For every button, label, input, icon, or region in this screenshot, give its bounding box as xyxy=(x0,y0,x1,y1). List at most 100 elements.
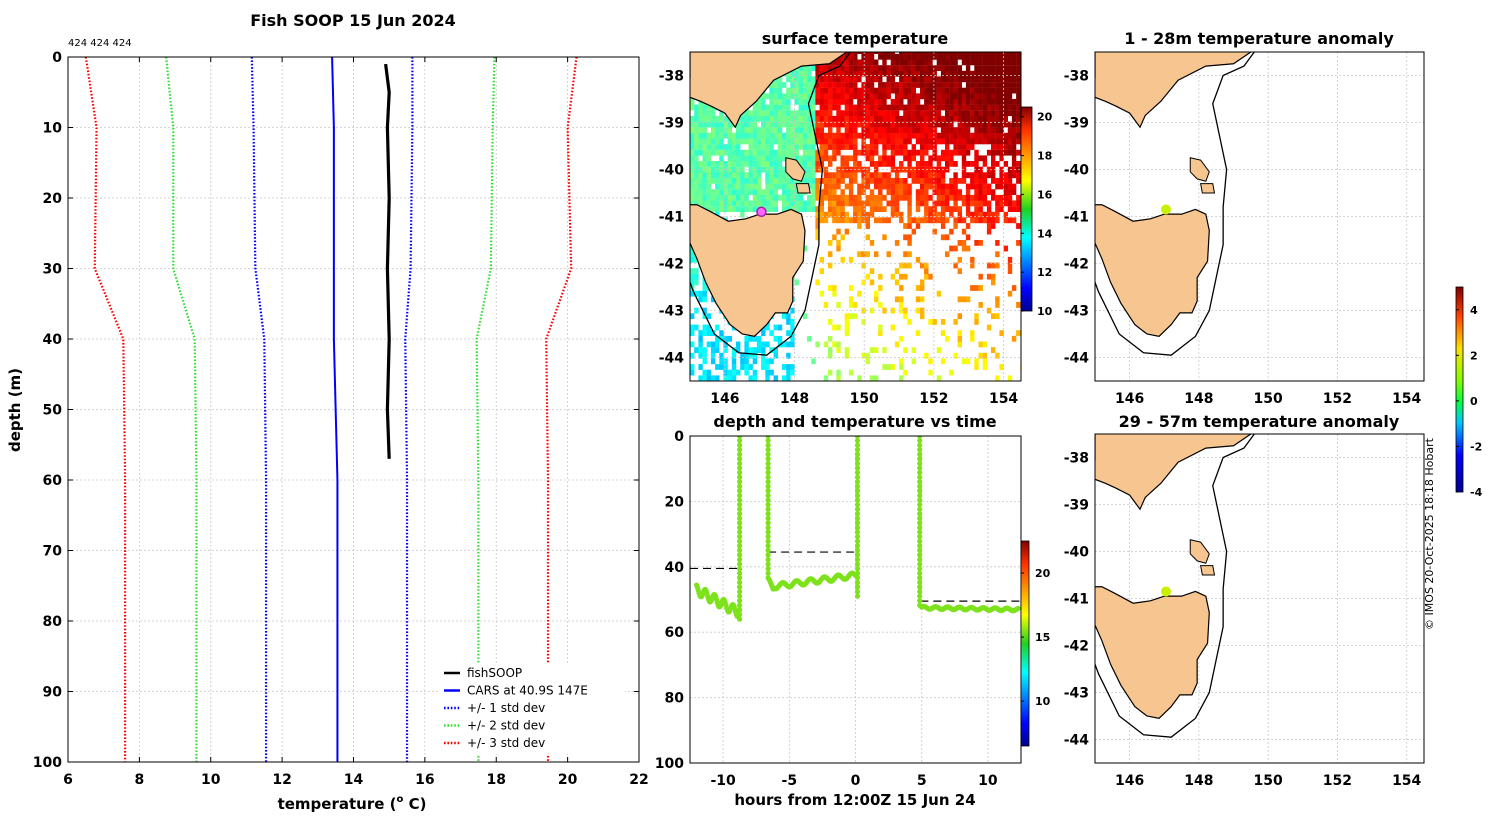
sst-pixel xyxy=(861,279,866,286)
sst-pixel xyxy=(911,172,916,179)
sst-pixel xyxy=(1007,93,1013,100)
sst-pixel xyxy=(894,127,900,133)
sst-pixel xyxy=(961,132,967,139)
sst-pixel xyxy=(823,155,829,162)
sst-pixel xyxy=(815,194,820,201)
sst-pixel xyxy=(782,194,787,201)
sst-pixel xyxy=(899,144,904,150)
sst-pixel xyxy=(894,59,900,66)
sst-pixel xyxy=(869,144,875,150)
depth-time-point xyxy=(854,511,861,517)
sst-pixel xyxy=(1007,53,1013,60)
sst-pixel xyxy=(894,110,900,117)
sst-pixel xyxy=(848,65,854,71)
sst-pixel xyxy=(907,110,912,117)
sst-pixel xyxy=(890,324,896,331)
sst-pixel xyxy=(765,155,770,162)
sst-pixel xyxy=(1007,70,1013,77)
sst-pixel xyxy=(857,149,862,156)
sst-pixel xyxy=(961,104,967,111)
sst-pixel xyxy=(848,93,854,100)
sst-pixel xyxy=(915,82,921,88)
sst-pixel xyxy=(715,115,720,122)
sst-pixel xyxy=(736,200,741,207)
sst-pixel xyxy=(957,132,962,139)
sst-pixel xyxy=(945,183,950,190)
sst-pixel xyxy=(857,87,862,94)
sst-pixel xyxy=(874,65,879,71)
sst-pixel xyxy=(924,178,929,184)
sst-pixel xyxy=(744,335,749,342)
anomaly-shallow-panel: 1 - 28m temperature anomaly 146 148 150 152… xyxy=(1064,29,1425,407)
sst-pixel xyxy=(999,76,1004,83)
sst-pixel xyxy=(995,262,1000,269)
y-tick-label: 60 xyxy=(665,625,685,641)
depth-time-point xyxy=(765,488,771,494)
sst-pixel xyxy=(790,127,795,133)
sst-pixel xyxy=(761,127,766,133)
sst-pixel xyxy=(865,251,870,258)
sst-pixel xyxy=(928,53,933,60)
depth-time-point xyxy=(854,566,861,572)
sst-pixel xyxy=(802,138,808,145)
sst-pixel xyxy=(794,200,799,207)
sst-pixel xyxy=(991,110,996,117)
sst-pixel xyxy=(802,161,808,167)
sst-pixel xyxy=(861,149,866,156)
sst-pixel xyxy=(936,161,942,167)
sst-pixel xyxy=(710,200,716,207)
sst-pixel xyxy=(903,132,908,139)
sst-pixel xyxy=(777,127,783,133)
sst-pixel xyxy=(961,110,967,117)
sst-pixel xyxy=(970,335,975,342)
sst-pixel xyxy=(940,358,946,365)
sst-pixel xyxy=(769,183,774,190)
sst-pixel xyxy=(698,138,703,145)
sst-pixel xyxy=(890,76,896,83)
anomaly-shallow-axes-frame xyxy=(1094,51,1425,382)
sst-pixel xyxy=(1003,200,1008,207)
sst-pixel xyxy=(794,99,799,105)
sst-pixel xyxy=(811,76,816,83)
sst-pixel xyxy=(974,364,979,370)
sst-pixel xyxy=(978,87,983,94)
sst-pixel xyxy=(740,172,745,179)
sst-pixel xyxy=(978,200,983,207)
x-tick-label: -5 xyxy=(782,773,798,789)
sst-pixel xyxy=(698,290,703,297)
sst-pixel xyxy=(932,319,937,325)
sst-pixel xyxy=(965,211,971,218)
sst-pixel xyxy=(690,364,695,370)
sst-pixel xyxy=(982,217,988,224)
sst-pixel xyxy=(719,144,724,150)
sst-pixel xyxy=(736,341,741,348)
sst-pixel xyxy=(777,161,783,167)
depth-time-point xyxy=(854,474,861,480)
sst-pixel xyxy=(986,93,992,100)
sst-pixel xyxy=(840,217,845,224)
sst-pixel xyxy=(999,127,1004,133)
sst-pixel xyxy=(840,211,845,218)
sst-pixel xyxy=(752,161,758,167)
sst-pixel xyxy=(982,172,988,179)
sst-pixel xyxy=(953,319,958,325)
sst-pixel xyxy=(986,115,992,122)
sst-pixel xyxy=(869,82,875,88)
sst-pixel xyxy=(773,132,778,139)
sst-pixel xyxy=(761,115,766,122)
sst-pixel xyxy=(899,285,904,291)
sst-pixel xyxy=(832,82,837,88)
sst-pixel xyxy=(823,138,829,145)
sst-pixel xyxy=(953,144,958,150)
sst-pixel xyxy=(794,155,799,162)
depth-time-point xyxy=(765,570,771,576)
sst-pixel xyxy=(828,189,833,195)
sst-pixel xyxy=(920,161,925,167)
sst-pixel xyxy=(790,206,795,212)
sst-pixel xyxy=(915,189,921,195)
sst-pixel xyxy=(869,200,875,207)
sst-pixel xyxy=(932,178,937,184)
sst-pixel xyxy=(965,194,971,201)
sst-pixel xyxy=(727,155,732,162)
sst-pixel xyxy=(752,127,758,133)
